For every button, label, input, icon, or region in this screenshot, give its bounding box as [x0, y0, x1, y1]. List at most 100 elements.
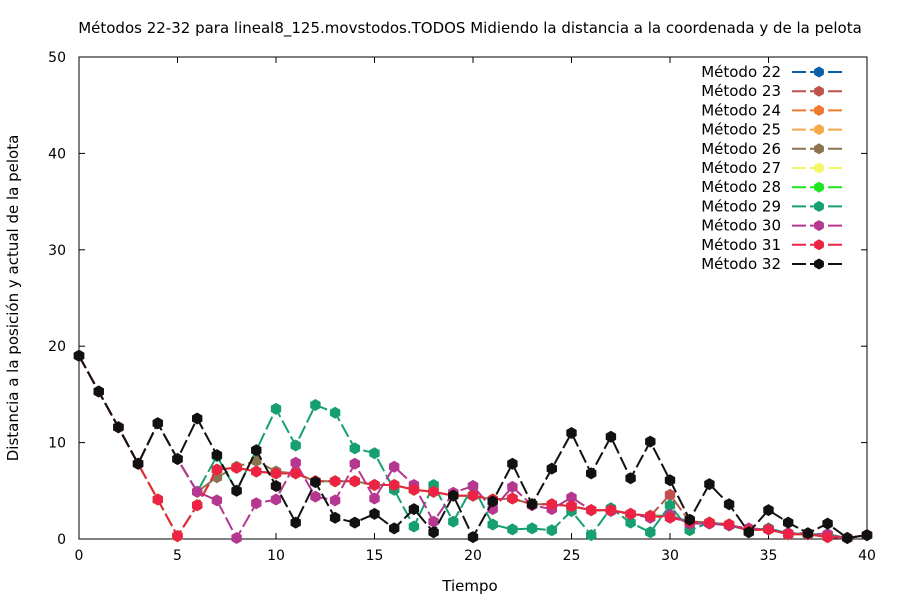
data-point [546, 462, 557, 475]
data-point [349, 442, 360, 455]
data-point [467, 489, 479, 502]
axes: 0 5 10 15 20 25 30 35 40 0 10 20 30 40 50 [48, 50, 876, 564]
data-point [704, 516, 715, 529]
data-point [802, 527, 814, 540]
data-point [586, 504, 597, 517]
data-point [270, 467, 282, 480]
data-point [329, 494, 341, 507]
data-point [231, 532, 242, 544]
series-1 [73, 349, 873, 544]
data-point [645, 435, 656, 448]
data-point [822, 517, 833, 530]
data-point [586, 529, 597, 542]
data-point [408, 483, 420, 496]
legend-label: Método 32 [701, 255, 781, 273]
x-tick-label: 0 [75, 548, 84, 564]
data-point [645, 509, 656, 522]
data-point [822, 531, 833, 544]
x-tick-label: 20 [464, 548, 482, 564]
data-point [763, 523, 774, 536]
legend-item: Método 22 [701, 63, 846, 81]
data-point [310, 490, 321, 503]
data-point [369, 479, 380, 491]
data-point [211, 494, 223, 507]
legend-label: Método 25 [701, 121, 781, 139]
legend-marker [814, 85, 824, 97]
data-point [211, 463, 223, 476]
data-point [664, 474, 676, 487]
legend-item: Método 31 [701, 236, 846, 254]
data-point [566, 500, 577, 513]
data-point [645, 526, 656, 539]
legend-item: Método 24 [701, 101, 846, 119]
legend-item: Método 29 [701, 197, 846, 215]
series-4 [73, 349, 873, 544]
data-point [270, 493, 282, 506]
legend-marker [814, 162, 824, 174]
legend-item: Método 32 [701, 255, 846, 273]
legend-label: Método 28 [701, 178, 781, 196]
data-point [664, 488, 676, 501]
data-point [93, 385, 104, 398]
data-point [428, 485, 439, 498]
legend-label: Método 27 [701, 159, 781, 177]
data-point [152, 493, 163, 506]
data-point [507, 492, 518, 505]
data-point [251, 444, 262, 457]
legend-label: Método 23 [701, 82, 781, 100]
x-tick-label: 15 [366, 548, 384, 564]
data-point [428, 515, 439, 528]
data-point [172, 453, 183, 465]
data-point [507, 457, 518, 470]
data-point [467, 480, 479, 492]
series-group [73, 349, 873, 544]
data-point [231, 484, 242, 497]
legend-item: Método 23 [701, 82, 846, 100]
data-point [723, 518, 735, 531]
data-point [566, 491, 577, 504]
data-point [723, 498, 735, 511]
data-point [684, 513, 695, 526]
data-point [290, 467, 301, 480]
data-point [842, 532, 853, 544]
data-point [192, 485, 203, 498]
legend-marker [814, 258, 824, 270]
x-tick-label: 25 [563, 548, 581, 564]
y-tick-label: 10 [48, 436, 66, 452]
data-point [507, 523, 518, 536]
data-point [861, 529, 873, 542]
legend-marker [814, 66, 824, 78]
data-point [113, 421, 124, 434]
legend-item: Método 26 [701, 140, 846, 158]
legend-label: Método 24 [701, 101, 781, 119]
series-11 [73, 349, 873, 544]
legend-marker [814, 200, 824, 212]
data-point [546, 524, 557, 537]
x-tick-label: 5 [173, 548, 182, 564]
data-point [369, 447, 380, 460]
data-point [192, 499, 203, 512]
legend-item: Método 28 [701, 178, 846, 196]
data-point [211, 449, 223, 462]
data-point [369, 507, 380, 520]
data-point [763, 504, 774, 517]
series-6 [73, 349, 873, 544]
series-10 [73, 349, 873, 544]
data-point [467, 531, 479, 544]
series-3 [73, 349, 873, 544]
data-point [349, 475, 360, 488]
data-point [783, 516, 794, 529]
data-point [605, 430, 617, 443]
data-point [270, 402, 282, 415]
data-point [389, 460, 400, 473]
data-point [349, 516, 360, 529]
data-point [448, 515, 459, 528]
data-point [290, 516, 301, 529]
series-7 [73, 349, 873, 544]
legend-item: Método 30 [701, 217, 846, 235]
legend-label: Método 30 [701, 217, 781, 235]
data-point [605, 504, 617, 517]
data-point [664, 499, 676, 512]
